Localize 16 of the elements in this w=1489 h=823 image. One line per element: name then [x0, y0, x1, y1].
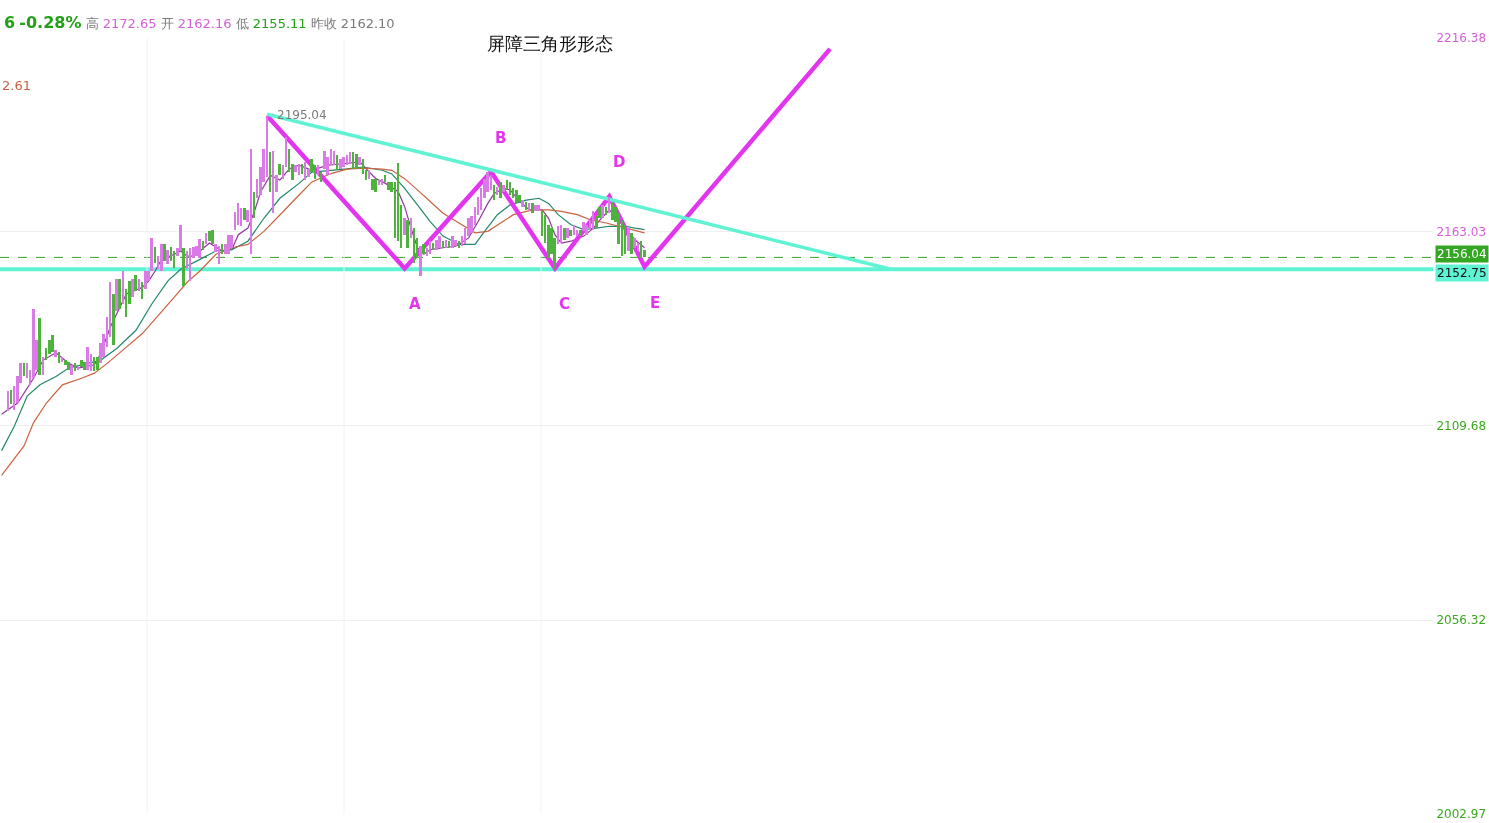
- annotation: 2.61: [2, 78, 31, 93]
- chart-title: 屏障三角形形态: [487, 33, 613, 55]
- y-tick-label: 2002.97: [1436, 807, 1487, 822]
- text: 6 -0.28% 高 2172.65 开 2162.16 低 2155.11 昨收 2162.10: [4, 13, 395, 32]
- y-tick-label: 2056.32: [1436, 613, 1487, 628]
- y-tick-label: 2109.68: [1436, 419, 1487, 434]
- data-label: A: [409, 295, 421, 313]
- annotation: 2195.04: [277, 108, 327, 122]
- y-tick-label: 2216.38: [1436, 31, 1487, 46]
- ref-line-label: 2156.04: [1437, 247, 1487, 261]
- data-label: C: [559, 295, 571, 313]
- y-tick-label: 2163.03: [1436, 225, 1487, 240]
- data-label: D: [613, 153, 626, 171]
- ref-line-label: 2152.75: [1437, 266, 1487, 280]
- data-label: B: [495, 129, 507, 147]
- data-label: E: [650, 294, 661, 312]
